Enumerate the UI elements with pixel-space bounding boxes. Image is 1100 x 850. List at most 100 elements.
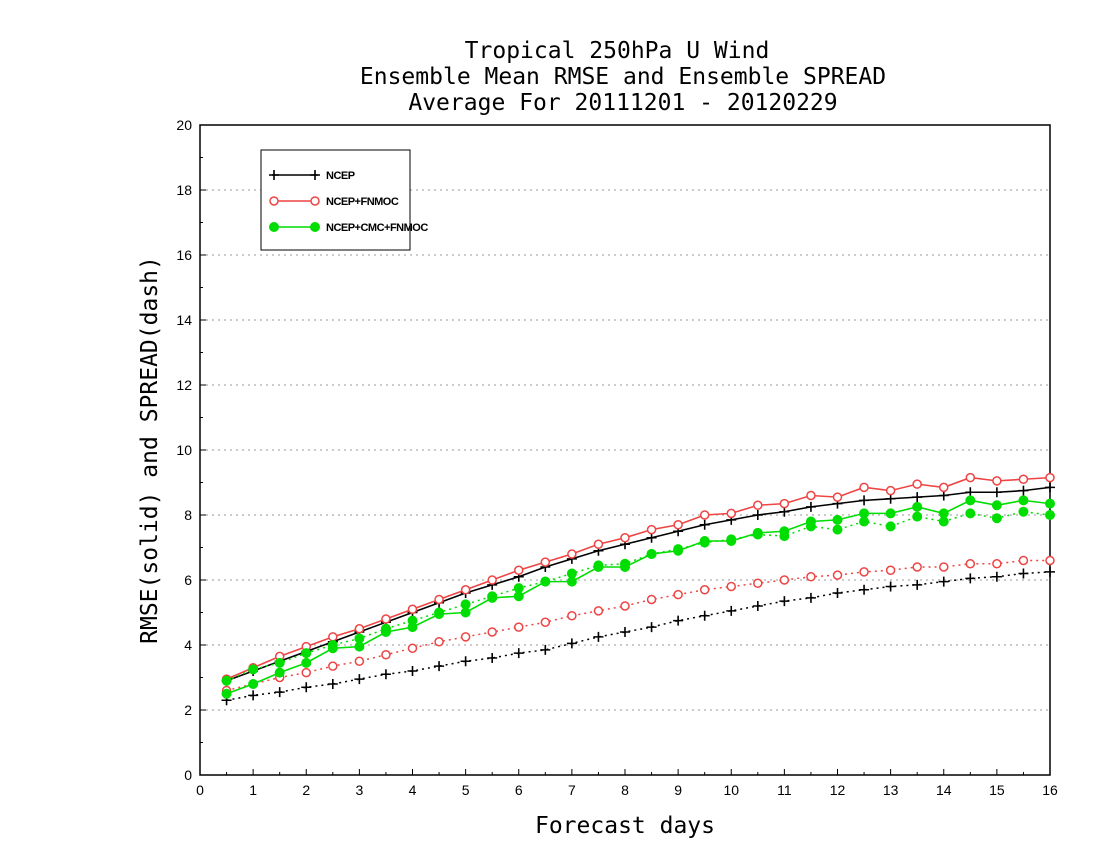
chart-title-line-2: Ensemble Mean RMSE and Ensemble SPREAD <box>360 64 886 90</box>
y-tick-label-0: 0 <box>184 767 192 783</box>
y-tick-label-6: 6 <box>184 572 192 588</box>
legend-box <box>260 149 411 251</box>
series-ncep-fnmoc-spread-point <box>1045 555 1055 566</box>
y-tick-label-20: 20 <box>176 117 192 133</box>
series-ncep-cmc-fnmoc-rmse-line <box>226 499 1051 695</box>
series-ncep-cmc-fnmoc-rmse-point <box>752 527 763 538</box>
series-ncep-fnmoc-spread-point <box>912 562 922 572</box>
series-ncep-rmse-point <box>859 495 870 506</box>
legend-marker-ncep <box>269 170 279 180</box>
series-ncep-cmc-fnmoc-rmse-point <box>699 536 710 546</box>
x-tick-label-3: 3 <box>355 782 363 798</box>
chart-title-line-3: Average For 20111201 - 20120229 <box>408 90 837 116</box>
series-ncep-fnmoc-spread-point <box>726 581 736 592</box>
x-tick-label-8: 8 <box>621 782 629 798</box>
x-tick-label-9: 9 <box>674 782 682 798</box>
y-tick-label-10: 10 <box>176 442 192 458</box>
series-ncep-fnmoc-spread-line <box>226 559 1050 692</box>
series-ncep-spread-point <box>699 610 710 621</box>
legend-marker-ncep-fnmoc <box>310 196 320 206</box>
series-ncep-cmc-fnmoc-rmse-point <box>938 508 949 519</box>
series-ncep-fnmoc-rmse-point <box>806 490 816 501</box>
legend-item-ncep-fnmoc: NCEP+FNMOC <box>269 196 399 208</box>
series-ncep-cmc-fnmoc-rmse-point <box>221 688 232 699</box>
series-ncep-fnmoc-rmse-point <box>992 476 1002 486</box>
series-ncep-cmc-fnmoc-rmse-point <box>991 500 1002 511</box>
legend-item-ncep-cmc-fnmoc: NCEP+CMC+FNMOC <box>269 222 429 234</box>
series-ncep-fnmoc-spread-point <box>699 585 710 595</box>
series-ncep-cmc-fnmoc-rmse-point <box>805 516 816 527</box>
series-ncep-rmse-point <box>1045 482 1055 493</box>
series-ncep-spread-point <box>779 596 790 607</box>
x-tick-label-7: 7 <box>568 782 576 798</box>
series-ncep-cmc-fnmoc-rmse-point <box>380 627 391 637</box>
series-ncep-rmse-line <box>226 486 1051 682</box>
series-ncep-fnmoc-rmse-line <box>226 476 1051 680</box>
series-ncep-fnmoc-rmse-point <box>726 508 736 519</box>
series-ncep-fnmoc-spread-point <box>407 643 418 653</box>
series-ncep-cmc-fnmoc-rmse-point <box>1018 495 1029 506</box>
series-ncep-cmc-fnmoc-spread-point <box>221 675 232 686</box>
series-ncep-fnmoc-rmse-point <box>354 624 365 634</box>
series-ncep-fnmoc-rmse-point <box>540 557 551 567</box>
series-ncep-cmc-fnmoc-spread-point <box>274 657 285 668</box>
series-ncep-cmc-fnmoc-rmse-point <box>1045 498 1055 509</box>
series-ncep-spread-point <box>460 656 471 667</box>
x-tick-label-12: 12 <box>830 782 846 798</box>
series-ncep-fnmoc-rmse-point <box>859 482 869 493</box>
series-ncep-fnmoc-rmse-point <box>567 549 577 559</box>
series-ncep-cmc-fnmoc-rmse-point <box>726 536 737 546</box>
series-ncep-cmc-fnmoc-rmse-point <box>513 591 524 602</box>
series-ncep-fnmoc-spread-point <box>1018 555 1029 566</box>
y-tick-label-14: 14 <box>176 312 192 328</box>
series-ncep-fnmoc-spread-point <box>806 572 816 582</box>
series-ncep-fnmoc <box>221 472 1055 696</box>
y-tick-label-2: 2 <box>184 702 192 718</box>
series-ncep-cmc-fnmoc-spread-point <box>885 521 896 532</box>
series-ncep-fnmoc-rmse-point <box>885 485 896 496</box>
y-tick-label-18: 18 <box>176 182 192 198</box>
series-ncep-cmc-fnmoc-rmse-point <box>779 526 790 537</box>
series-ncep-spread-point <box>805 592 816 603</box>
series-ncep-spread-point <box>593 631 604 642</box>
series-layer <box>221 472 1055 706</box>
x-tick-label-16: 16 <box>1042 782 1058 798</box>
series-ncep-fnmoc-rmse-point <box>832 492 843 502</box>
x-tick-label-1: 1 <box>249 782 257 798</box>
x-tick-label-15: 15 <box>989 782 1005 798</box>
series-ncep-fnmoc-rmse-point <box>514 565 524 575</box>
series-ncep-cmc-fnmoc-rmse-point <box>354 641 365 652</box>
series-ncep-spread-point <box>912 579 923 590</box>
series-ncep-cmc-fnmoc-rmse-point <box>407 622 418 633</box>
y-tick-label-8: 8 <box>184 507 192 523</box>
series-ncep-cmc-fnmoc-rmse-point <box>566 576 577 587</box>
y-axis-ticks: 0 2 4 6 8 10 12 14 16 18 20 <box>176 117 206 783</box>
x-tick-label-14: 14 <box>936 782 952 798</box>
series-ncep-spread-point <box>487 653 498 663</box>
series-ncep-fnmoc-rmse-point <box>434 594 444 605</box>
series-ncep-cmc-fnmoc-rmse-point <box>885 508 896 519</box>
series-ncep-fnmoc-rmse-point <box>939 482 949 493</box>
series-ncep-fnmoc-spread-point <box>673 589 683 600</box>
series-ncep-fnmoc-rmse-point <box>779 498 790 509</box>
series-ncep-fnmoc-spread-point <box>620 601 630 611</box>
x-tick-label-2: 2 <box>302 782 310 798</box>
series-ncep-fnmoc-spread-point <box>354 656 365 666</box>
series-ncep-fnmoc-spread-point <box>567 611 577 621</box>
series-ncep-rmse-point <box>805 501 816 512</box>
series-ncep-rmse-point <box>885 493 896 504</box>
y-tick-label-4: 4 <box>184 637 192 653</box>
legend-label-ncep: NCEP <box>326 170 355 182</box>
series-ncep-cmc-fnmoc-rmse-point <box>965 495 976 506</box>
series-ncep-cmc-fnmoc-rmse-point <box>646 549 657 559</box>
series-ncep-spread-point <box>965 573 976 584</box>
grid-lines <box>200 189 1050 711</box>
series-ncep-fnmoc-rmse-point <box>1018 474 1029 484</box>
series-ncep-spread-point <box>380 669 391 680</box>
series-ncep-cmc-fnmoc-rmse-point <box>620 562 630 572</box>
series-ncep-fnmoc-spread-point <box>301 667 311 678</box>
y-axis-label: RMSE(solid) and SPREAD(dash) <box>137 256 163 644</box>
series-ncep-spread-point <box>248 690 259 701</box>
series-ncep-rmse-point <box>991 487 1002 498</box>
series-ncep-spread-point <box>301 682 312 693</box>
